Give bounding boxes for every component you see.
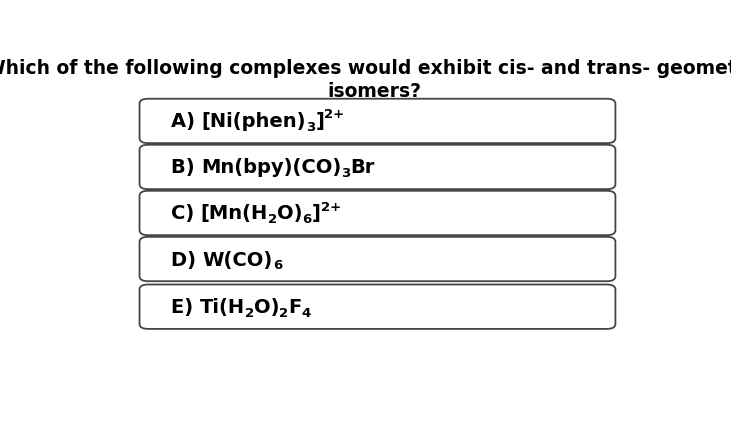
Text: isomers?: isomers? [327,82,422,101]
Text: [Ni(phen): [Ni(phen) [202,112,306,131]
Text: 2: 2 [268,213,277,225]
Text: 4: 4 [302,306,311,319]
Text: 6: 6 [303,213,312,225]
Text: B): B) [171,158,201,177]
FancyBboxPatch shape [140,145,616,190]
Text: 2+: 2+ [324,108,344,121]
Text: Br: Br [351,158,375,177]
FancyBboxPatch shape [140,237,616,282]
Text: ]: ] [312,204,321,223]
Text: F: F [289,297,302,317]
Text: 6: 6 [273,259,282,271]
Text: [Mn(H: [Mn(H [201,204,268,223]
Text: Which of the following complexes would exhibit cis- and trans- geometric: Which of the following complexes would e… [0,59,731,78]
FancyBboxPatch shape [140,100,616,144]
Text: O): O) [277,204,303,223]
Text: A): A) [171,112,202,131]
FancyBboxPatch shape [140,191,616,236]
Text: 2: 2 [245,306,254,319]
Text: C): C) [171,204,201,223]
Text: 2+: 2+ [321,200,341,213]
Text: 3: 3 [341,167,351,180]
Text: Ti(H: Ti(H [200,297,245,317]
Text: O): O) [254,297,279,317]
Text: 2: 2 [279,306,289,319]
Text: D): D) [171,250,202,269]
FancyBboxPatch shape [140,285,616,329]
Text: Mn(bpy)(CO): Mn(bpy)(CO) [201,158,341,177]
Text: E): E) [171,297,200,317]
Text: 3: 3 [306,121,315,134]
Text: ]: ] [315,112,324,131]
Text: W(CO): W(CO) [202,250,273,269]
